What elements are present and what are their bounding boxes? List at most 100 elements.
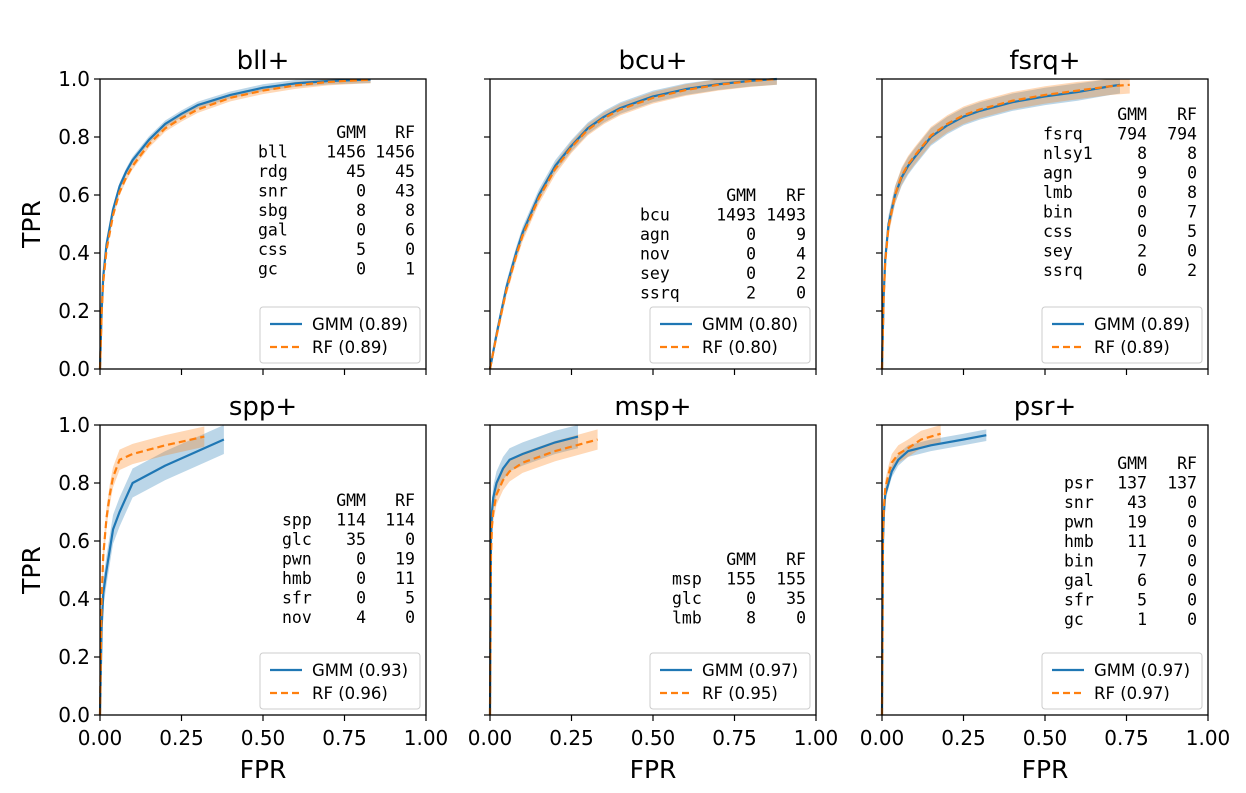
y-tick-label: 0.8 xyxy=(58,471,90,495)
table-gmm-count: 0 xyxy=(356,221,366,240)
x-tick-label: 0.75 xyxy=(712,726,757,750)
y-tick-label: 1.0 xyxy=(58,67,90,91)
x-tick-label: 0.50 xyxy=(1023,726,1068,750)
table-gmm-count: 0 xyxy=(356,182,366,201)
table-gmm-count: 2 xyxy=(1137,242,1147,261)
table-class-label: nov xyxy=(282,608,312,627)
table-rf-count: 9 xyxy=(796,225,806,244)
table-class-label: nov xyxy=(640,245,670,264)
y-tick-label: 0.2 xyxy=(58,299,90,323)
table-class-label: msp xyxy=(672,570,702,589)
table-rf-count: 0 xyxy=(1187,164,1197,183)
subplot-title: bcu+ xyxy=(618,46,687,76)
table-rf-count: 0 xyxy=(1187,493,1197,512)
table-gmm-count: 11 xyxy=(1127,532,1147,551)
y-axis-label: TPR xyxy=(17,200,46,249)
table-rf-count: 1456 xyxy=(375,143,415,162)
table-gmm-count: 0 xyxy=(746,264,756,283)
table-rf-count: 6 xyxy=(405,221,415,240)
table-class-label: nlsy1 xyxy=(1043,144,1093,163)
legend-rf-label: RF (0.89) xyxy=(1094,338,1170,357)
x-tick-label: 0.00 xyxy=(78,726,123,750)
table-rf-count: 2 xyxy=(1187,261,1197,280)
table-gmm-count: 1 xyxy=(1137,610,1147,629)
table-class-label: hmb xyxy=(282,569,312,588)
table-class-label: bcu xyxy=(640,206,670,225)
table-header-rf: RF xyxy=(786,186,806,205)
table-rf-count: 0 xyxy=(405,530,415,549)
legend-rf-label: RF (0.96) xyxy=(312,684,388,703)
table-class-label: hmb xyxy=(1064,532,1094,551)
legend-rf-label: RF (0.89) xyxy=(312,338,388,357)
table-header-rf: RF xyxy=(395,123,415,142)
table-rf-count: 19 xyxy=(395,550,415,569)
subplot-title: bll+ xyxy=(237,46,290,76)
table-class-label: bin xyxy=(1064,552,1094,571)
table-class-label: glc xyxy=(672,589,702,608)
table-gmm-count: 43 xyxy=(1127,493,1147,512)
table-rf-count: 4 xyxy=(796,245,806,264)
table-header-rf: RF xyxy=(1177,454,1197,473)
table-header-rf: RF xyxy=(786,550,806,569)
y-tick-label: 0.4 xyxy=(58,587,90,611)
legend: GMM (0.89) RF (0.89) xyxy=(1041,306,1203,364)
table-class-label: bin xyxy=(1043,203,1073,222)
table-class-label: css xyxy=(1043,222,1073,241)
table-class-label: css xyxy=(258,240,288,259)
legend: GMM (0.89) RF (0.89) xyxy=(259,306,421,364)
subplot-msp-plus: msp+ 0.00 0.25 0.50 0.75 1.00 FPR GMM RF msp 155 15… xyxy=(468,392,839,784)
table-rf-count: 0 xyxy=(405,240,415,259)
table-rf-count: 0 xyxy=(1187,591,1197,610)
roc-line-rf xyxy=(488,438,598,716)
table-header-gmm: GMM xyxy=(726,550,756,569)
table-rf-count: 7 xyxy=(1187,203,1197,222)
confidence-band-rf xyxy=(490,429,598,715)
table-rf-count: 137 xyxy=(1167,474,1197,493)
x-tick-label: 0.25 xyxy=(549,726,594,750)
table-gmm-count: 8 xyxy=(356,201,366,220)
table-gmm-count: 1456 xyxy=(326,143,366,162)
x-axis-label: FPR xyxy=(1022,755,1069,784)
x-tick-label: 0.50 xyxy=(241,726,286,750)
legend-rf-label: RF (0.97) xyxy=(1094,684,1170,703)
legend-gmm-label: GMM (0.93) xyxy=(312,661,408,680)
table-class-label: sbg xyxy=(258,201,288,220)
x-axis-label: FPR xyxy=(630,755,677,784)
table-class-label: fsrq xyxy=(1043,125,1083,144)
table-gmm-count: 0 xyxy=(1137,222,1147,241)
table-class-label: psr xyxy=(1064,474,1094,493)
x-tick-label: 1.00 xyxy=(404,726,449,750)
table-gmm-count: 0 xyxy=(746,225,756,244)
x-tick-label: 1.00 xyxy=(1186,726,1231,750)
table-class-label: gal xyxy=(1064,571,1094,590)
legend-gmm-label: GMM (0.89) xyxy=(312,315,408,334)
table-rf-count: 1493 xyxy=(766,206,806,225)
subplot-psr-plus: psr+ 0.00 0.25 0.50 0.75 1.00 FPR GMM RF psr 137 13… xyxy=(860,392,1231,784)
y-tick-label: 0.8 xyxy=(58,125,90,149)
table-class-label: gc xyxy=(258,260,278,279)
table-rf-count: 11 xyxy=(395,569,415,588)
roc-line-gmm xyxy=(98,78,371,370)
table-class-label: sey xyxy=(640,264,670,283)
subplot-title: msp+ xyxy=(614,392,691,422)
table-rf-count: 0 xyxy=(1187,532,1197,551)
table-rf-count: 0 xyxy=(1187,242,1197,261)
counts-table: GMM RF psr 137 137 snr 43 0 pwn 19 0 hmb 11 0 bin 7 0 gal… xyxy=(1064,454,1197,629)
table-class-label: agn xyxy=(640,225,670,244)
legend-gmm-label: GMM (0.89) xyxy=(1094,315,1190,334)
x-tick-label: 1.00 xyxy=(794,726,839,750)
subplot-spp-plus: spp+ 0.0 0.2 0.4 0.6 0.8 1.0 0.00 0.25 0.50 0.75 1.… xyxy=(17,392,448,784)
legend-box xyxy=(259,306,421,364)
x-tick-label: 0.25 xyxy=(941,726,986,750)
table-header-gmm: GMM xyxy=(726,186,756,205)
table-gmm-count: 0 xyxy=(1137,203,1147,222)
legend-box xyxy=(1041,306,1203,364)
x-tick-label: 0.50 xyxy=(631,726,676,750)
x-tick-label: 0.75 xyxy=(322,726,367,750)
table-gmm-count: 0 xyxy=(1137,183,1147,202)
table-gmm-count: 7 xyxy=(1137,552,1147,571)
table-class-label: snr xyxy=(258,182,288,201)
